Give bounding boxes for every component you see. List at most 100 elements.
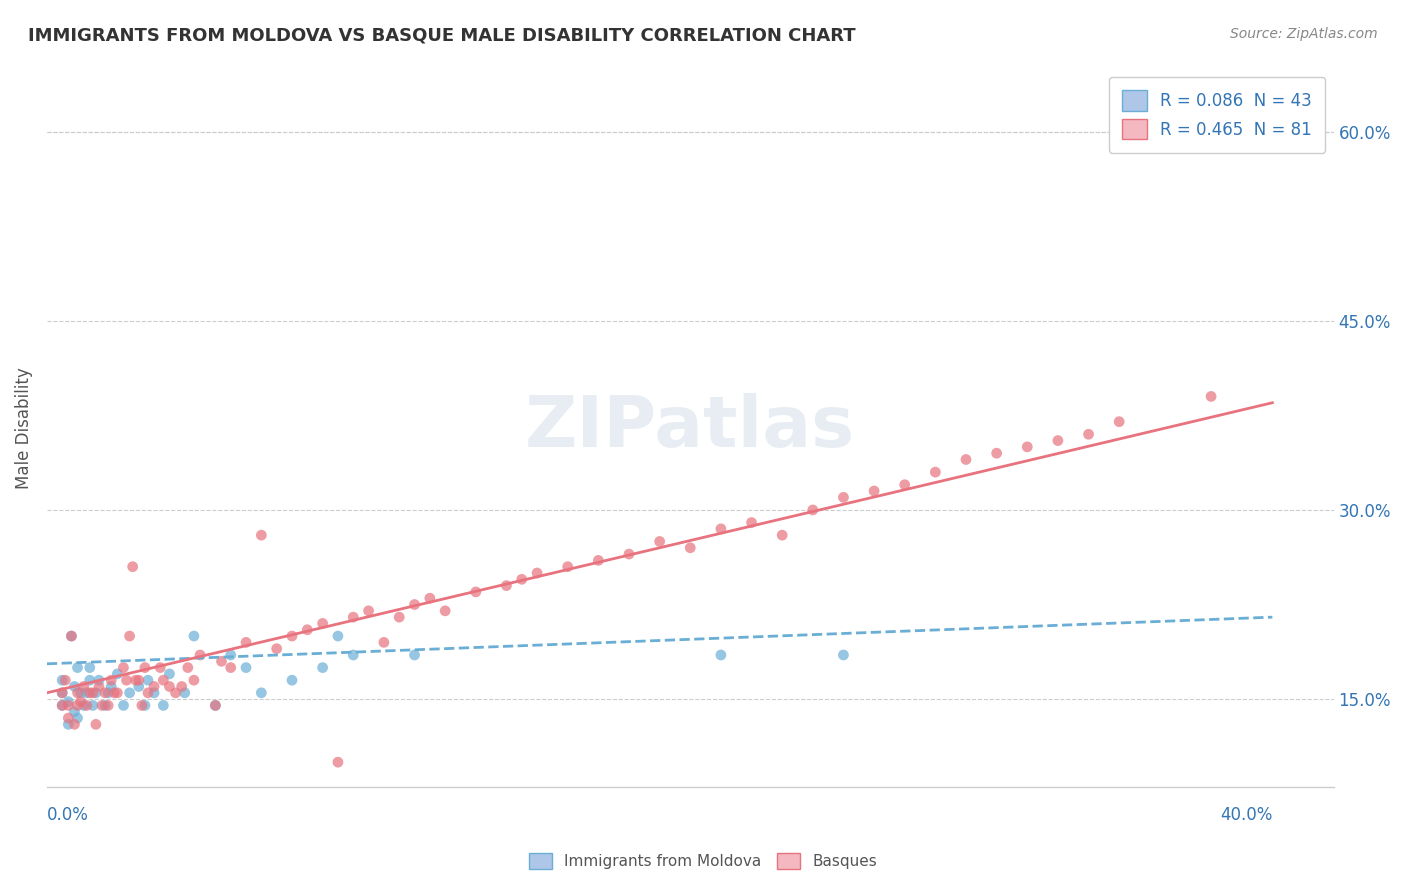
Point (770, 528, 793, 542)
Point (434, 604, 457, 618)
Point (165, 686, 187, 700)
Point (82, 686, 104, 700)
Point (63, 717, 86, 731)
Point (94, 686, 117, 700)
Point (373, 635, 395, 649)
Point (510, 572, 533, 586)
Point (526, 566, 548, 580)
Point (136, 673, 159, 688)
Point (84, 717, 107, 731)
Point (863, 483, 886, 498)
Point (235, 660, 257, 674)
Point (149, 660, 172, 674)
Text: IMMIGRANTS FROM MOLDOVA VS BASQUE MALE DISABILITY CORRELATION CHART: IMMIGRANTS FROM MOLDOVA VS BASQUE MALE D… (28, 27, 856, 45)
Point (58, 711, 80, 725)
Point (281, 673, 304, 688)
Point (710, 522, 733, 536)
Point (281, 629, 304, 643)
Text: 0.0%: 0.0% (46, 806, 89, 824)
Point (388, 610, 411, 624)
Point (97, 686, 120, 700)
Point (1017, 440, 1039, 454)
Point (79, 673, 101, 688)
Point (219, 660, 242, 674)
Point (741, 516, 763, 530)
Point (342, 610, 364, 624)
Point (58, 695, 80, 709)
Point (91, 698, 114, 713)
Point (115, 673, 138, 688)
Text: 40.0%: 40.0% (1220, 806, 1272, 824)
Point (51, 686, 73, 700)
Point (82, 698, 104, 713)
Text: ZIPatlas: ZIPatlas (526, 393, 855, 462)
Point (204, 698, 226, 713)
Point (183, 673, 205, 688)
Point (557, 559, 579, 574)
Point (1199, 389, 1222, 403)
Point (235, 635, 257, 649)
Point (152, 673, 174, 688)
Point (128, 680, 150, 694)
Point (404, 648, 426, 662)
Text: Source: ZipAtlas.com: Source: ZipAtlas.com (1230, 27, 1378, 41)
Point (105, 666, 128, 681)
Point (134, 698, 156, 713)
Point (419, 591, 441, 606)
Point (955, 452, 977, 467)
Point (648, 534, 671, 549)
Point (357, 604, 380, 618)
Point (159, 666, 181, 681)
Point (76, 686, 98, 700)
Point (97, 698, 120, 713)
Point (121, 559, 143, 574)
Point (832, 491, 855, 505)
Point (131, 698, 153, 713)
Point (143, 686, 166, 700)
Point (66, 686, 89, 700)
Point (84, 686, 107, 700)
Point (143, 680, 166, 694)
Point (69, 686, 91, 700)
Point (79, 660, 101, 674)
Point (128, 673, 150, 688)
Point (159, 680, 181, 694)
Point (60, 629, 83, 643)
Point (311, 660, 333, 674)
Point (1077, 427, 1099, 442)
Point (495, 579, 517, 593)
Point (112, 698, 135, 713)
Point (76, 698, 98, 713)
Point (801, 503, 824, 517)
Point (51, 686, 73, 700)
Point (188, 648, 211, 662)
Point (404, 598, 426, 612)
Point (134, 660, 156, 674)
Point (72, 698, 94, 713)
Point (66, 698, 89, 713)
Legend: Immigrants from Moldova, Basques: Immigrants from Moldova, Basques (523, 847, 883, 875)
Point (266, 641, 288, 656)
Point (87, 673, 110, 688)
Point (311, 616, 333, 631)
Point (173, 686, 195, 700)
Point (342, 648, 364, 662)
Point (464, 585, 486, 599)
Y-axis label: Male Disability: Male Disability (15, 368, 32, 489)
Point (924, 465, 946, 479)
Point (51, 698, 73, 713)
Point (204, 698, 226, 713)
Point (1046, 434, 1069, 448)
Point (63, 705, 86, 719)
Point (58, 717, 80, 731)
Point (63, 680, 86, 694)
Point (72, 680, 94, 694)
Point (112, 660, 135, 674)
Point (297, 623, 319, 637)
Point (79, 686, 101, 700)
Point (152, 698, 174, 713)
Point (58, 698, 80, 713)
Point (60, 629, 83, 643)
Point (100, 680, 122, 694)
Point (94, 698, 117, 713)
